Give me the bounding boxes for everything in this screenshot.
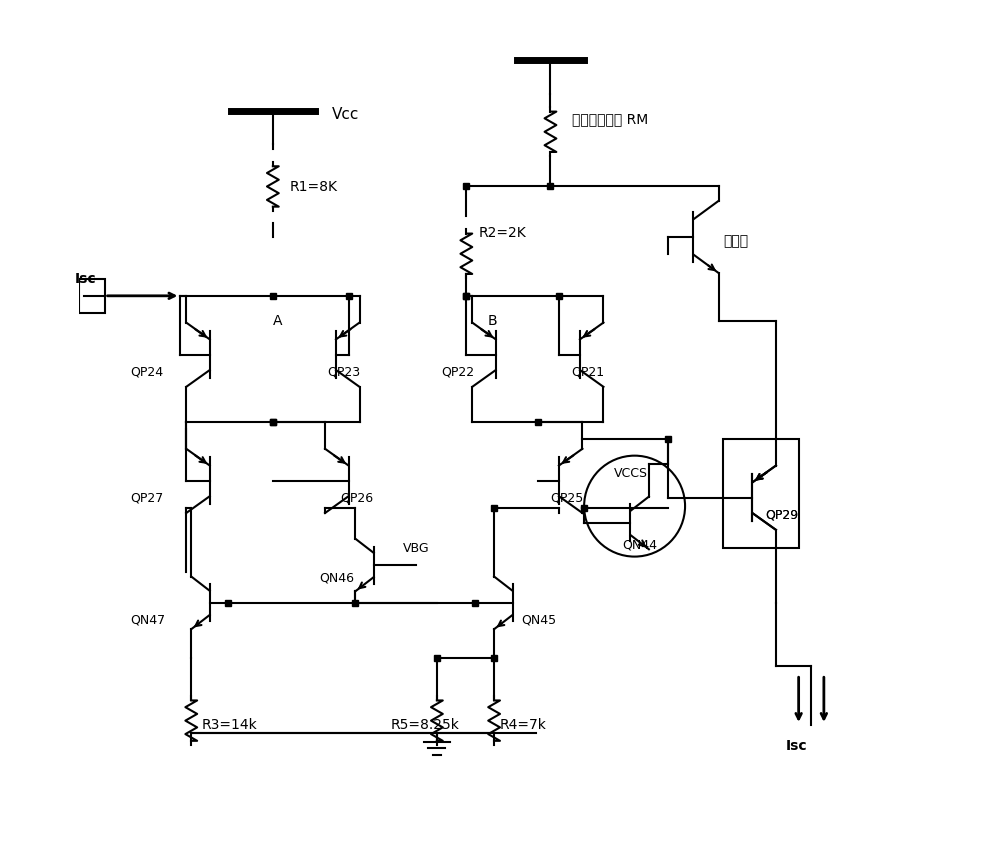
Text: QP22: QP22 <box>441 365 474 379</box>
Text: VCCS: VCCS <box>614 467 648 479</box>
Text: 金属寄生电阻 RM: 金属寄生电阻 RM <box>572 112 648 127</box>
Text: QP21: QP21 <box>572 365 605 379</box>
Text: R2=2K: R2=2K <box>479 226 527 240</box>
Text: QN47: QN47 <box>130 614 165 627</box>
FancyBboxPatch shape <box>79 279 105 312</box>
Text: Isc: Isc <box>75 273 97 286</box>
Text: QP26: QP26 <box>340 492 373 505</box>
Text: 功率管: 功率管 <box>723 235 748 248</box>
Text: A: A <box>273 314 282 328</box>
Text: QN46: QN46 <box>319 572 354 585</box>
Text: R5=8.25k: R5=8.25k <box>391 718 460 732</box>
Text: R3=14k: R3=14k <box>201 718 257 732</box>
FancyBboxPatch shape <box>723 439 799 549</box>
Text: R1=8K: R1=8K <box>290 180 338 193</box>
Text: R4=7k: R4=7k <box>500 718 547 732</box>
Text: QP29: QP29 <box>765 509 798 522</box>
Text: B: B <box>487 314 497 328</box>
Text: QP27: QP27 <box>130 492 163 505</box>
Text: QP29: QP29 <box>765 509 798 522</box>
Text: QP23: QP23 <box>328 365 361 379</box>
Text: QN44: QN44 <box>622 538 657 551</box>
Text: VBG: VBG <box>403 543 430 555</box>
Text: Isc: Isc <box>786 739 808 753</box>
Text: QP25: QP25 <box>550 492 584 505</box>
Text: QP24: QP24 <box>130 365 163 379</box>
Text: QN45: QN45 <box>521 614 556 627</box>
Text: Vcc: Vcc <box>332 107 359 122</box>
